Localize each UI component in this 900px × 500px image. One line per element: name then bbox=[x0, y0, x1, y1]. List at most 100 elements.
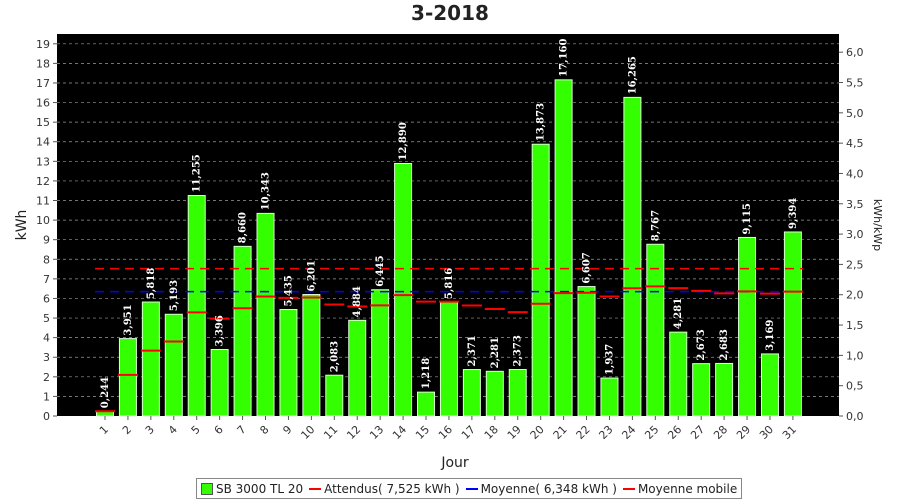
data-label: 5,818 bbox=[146, 268, 157, 299]
data-label: 1,218 bbox=[421, 358, 432, 389]
y-tick-label: 10 bbox=[36, 214, 50, 227]
y-tick-label: 9 bbox=[43, 234, 50, 247]
x-tick-label: 19 bbox=[505, 423, 524, 442]
bar bbox=[554, 79, 573, 417]
x-tick-label: 14 bbox=[390, 423, 409, 442]
data-label: 8,767 bbox=[650, 210, 661, 241]
x-tick-label: 17 bbox=[459, 423, 478, 442]
x-tick-label: 27 bbox=[688, 423, 707, 442]
bar bbox=[210, 348, 229, 417]
data-label: 16,265 bbox=[627, 56, 638, 94]
x-tick-label: 12 bbox=[344, 423, 363, 442]
x-tick-label: 18 bbox=[482, 423, 501, 442]
x-axis-label: Jour bbox=[440, 455, 469, 471]
bar bbox=[623, 96, 642, 417]
y-axis-label: kWh bbox=[14, 210, 30, 241]
bar bbox=[646, 243, 665, 417]
data-label: 5,816 bbox=[444, 268, 455, 299]
y-tick-label: 11 bbox=[36, 195, 50, 208]
bar bbox=[417, 391, 436, 417]
x-tick-label: 5 bbox=[189, 423, 203, 437]
x-tick-label: 11 bbox=[321, 423, 340, 442]
data-label: 4,281 bbox=[673, 298, 684, 329]
y-tick-label: 15 bbox=[36, 116, 50, 129]
y-tick-label: 1 bbox=[43, 390, 50, 403]
y-tick-label: 18 bbox=[36, 57, 50, 70]
y-tick-label: 17 bbox=[36, 77, 50, 90]
x-tick-label: 25 bbox=[642, 423, 661, 442]
x-tick-label: 2 bbox=[120, 423, 134, 437]
x-tick-label: 31 bbox=[780, 423, 799, 442]
data-label: 2,083 bbox=[329, 341, 340, 372]
y2-tick-label: 3,0 bbox=[846, 228, 864, 241]
bar bbox=[760, 353, 779, 417]
y2-tick-label: 4,0 bbox=[846, 167, 864, 180]
x-tick-label: 24 bbox=[619, 423, 638, 442]
y2-tick-label: 0,5 bbox=[846, 380, 864, 393]
y-tick-label: 19 bbox=[36, 38, 50, 51]
x-tick-label: 13 bbox=[367, 423, 386, 442]
bar bbox=[738, 236, 757, 417]
y2-tick-label: 5,5 bbox=[846, 77, 864, 90]
y-tick-label: 3 bbox=[43, 351, 50, 364]
data-labels-group: 0,244 3,951 5,818 5,193 11,255 3,396 8,660 10,3… bbox=[100, 39, 799, 409]
bar bbox=[715, 362, 734, 417]
data-label: 8,660 bbox=[238, 212, 249, 243]
moving-average-group bbox=[95, 285, 803, 413]
data-label: 9,394 bbox=[788, 198, 799, 229]
bar bbox=[348, 319, 367, 417]
data-label: 3,951 bbox=[123, 304, 134, 335]
legend-swatch-production bbox=[201, 482, 213, 495]
bar bbox=[118, 338, 137, 417]
y-tick-label: 4 bbox=[43, 332, 50, 345]
y2-tick-label: 3,5 bbox=[846, 198, 864, 211]
data-label: 11,255 bbox=[192, 154, 203, 192]
bar bbox=[302, 294, 321, 417]
bar bbox=[279, 309, 298, 417]
x-tick-label: 7 bbox=[235, 423, 249, 437]
bar bbox=[164, 313, 183, 417]
legend-item-production: SB 3000 TL 20 bbox=[201, 482, 303, 496]
y2-tick-label: 1,5 bbox=[846, 319, 864, 332]
x-tick-label: 1 bbox=[97, 423, 111, 437]
bar bbox=[783, 231, 802, 417]
data-label: 1,937 bbox=[604, 344, 615, 375]
legend-label-moyenne: Moyenne( 6,348 kWh ) bbox=[480, 481, 617, 496]
bar bbox=[233, 245, 252, 417]
x-tick-label: 26 bbox=[665, 423, 684, 442]
x-tick-label: 6 bbox=[212, 423, 226, 437]
bar bbox=[325, 374, 344, 417]
data-label: 5,193 bbox=[169, 280, 180, 311]
data-label: 6,201 bbox=[306, 260, 317, 291]
bar bbox=[692, 363, 711, 417]
y2-tick-label: 1,0 bbox=[846, 349, 864, 362]
bar bbox=[141, 301, 160, 417]
y2-tick-label: 2,0 bbox=[846, 289, 864, 302]
y2-axis-ticks: 0,0 0,5 1,0 1,5 2,0 2,5 3,0 3,5 4,0 4,5 5,0 5,5 6,0 bbox=[839, 46, 864, 423]
x-tick-label: 16 bbox=[436, 423, 455, 442]
y-tick-label: 0 bbox=[43, 410, 50, 423]
x-tick-label: 15 bbox=[413, 423, 432, 442]
bar bbox=[462, 369, 481, 417]
data-label: 3,396 bbox=[215, 315, 226, 346]
legend-label-moyenne-mobile: Moyenne mobile bbox=[637, 481, 738, 496]
data-label: 9,115 bbox=[742, 203, 753, 234]
legend-swatch-attendus bbox=[309, 487, 322, 490]
reference-lines bbox=[95, 267, 803, 293]
bar bbox=[394, 162, 413, 417]
y-tick-label: 2 bbox=[43, 371, 50, 384]
x-tick-label: 8 bbox=[257, 423, 271, 437]
data-label: 12,890 bbox=[398, 122, 409, 160]
x-tick-label: 22 bbox=[574, 423, 593, 442]
legend-swatch-moyenne bbox=[465, 487, 478, 490]
legend-label-attendus: Attendus( 7,525 kWh ) bbox=[324, 481, 460, 496]
data-label: 6,607 bbox=[582, 252, 593, 283]
data-label: 6,445 bbox=[375, 255, 386, 286]
x-tick-label: 3 bbox=[143, 423, 157, 437]
x-tick-label: 9 bbox=[280, 423, 294, 437]
legend-item-moyenne: Moyenne( 6,348 kWh ) bbox=[465, 481, 617, 496]
bar bbox=[187, 195, 206, 417]
data-label: 13,873 bbox=[536, 103, 547, 141]
bar bbox=[256, 212, 275, 417]
